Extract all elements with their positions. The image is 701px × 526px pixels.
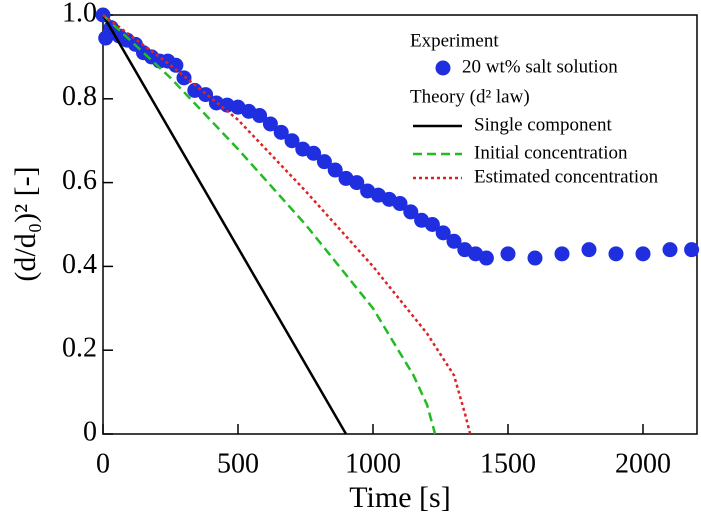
x-axis-label: Time [s] [349, 481, 450, 514]
legend-label: Single component [474, 114, 612, 135]
point [349, 175, 365, 191]
point [252, 108, 268, 124]
x-tick-label: 1000 [345, 448, 401, 479]
legend-label: Initial concentration [474, 142, 628, 163]
point [327, 162, 343, 178]
point [554, 246, 570, 262]
legend-label: Estimated concentration [474, 166, 659, 187]
plot-frame [102, 14, 698, 435]
point [403, 204, 419, 220]
x-tick-label: 1500 [480, 448, 536, 479]
point [316, 154, 332, 170]
x-tick-label: 0 [96, 448, 110, 479]
legend-group: Theory (d² law) [410, 86, 530, 107]
point [424, 217, 440, 232]
point [500, 246, 516, 262]
point [392, 196, 408, 212]
point [684, 242, 700, 258]
legend-marker [435, 60, 451, 76]
point [446, 233, 462, 249]
y-tick-label: 1.0 [62, 0, 97, 28]
point [168, 57, 184, 73]
y-axis-label: (d/d₀)² [-] [9, 166, 42, 281]
point [635, 246, 651, 262]
point [284, 133, 300, 149]
point [262, 116, 278, 132]
point [176, 70, 192, 86]
point [527, 250, 543, 266]
point [478, 250, 494, 266]
legend-label: 20 wt% salt solution [462, 56, 618, 77]
point [608, 246, 624, 262]
point [581, 242, 597, 258]
x-tick-label: 2000 [615, 448, 671, 479]
line [102, 14, 437, 435]
y-tick-label: 0.4 [62, 249, 97, 280]
point [198, 87, 214, 103]
legend-group: Experiment [410, 30, 499, 51]
y-tick-label: 0.2 [62, 333, 97, 364]
point [662, 242, 678, 258]
point [273, 124, 289, 140]
line [101, 14, 348, 435]
point [306, 145, 322, 161]
x-tick-label: 500 [217, 448, 259, 479]
point [435, 225, 451, 241]
line [102, 13, 472, 435]
y-tick-label: 0.8 [62, 81, 97, 112]
y-tick-label: 0.6 [62, 165, 97, 196]
y-tick-label: 0 [83, 416, 97, 447]
